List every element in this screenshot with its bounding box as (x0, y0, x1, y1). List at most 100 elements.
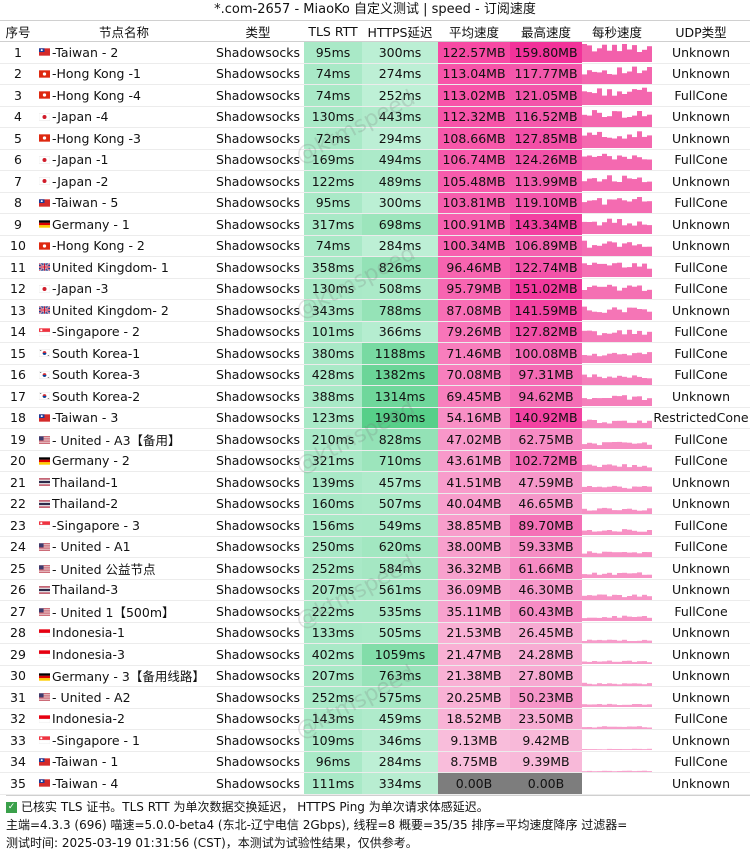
sparkline-bar (597, 423, 602, 428)
row-index: 33 (0, 730, 36, 752)
max-speed: 46.30MB (510, 579, 582, 601)
tls-rtt: 317ms (304, 214, 362, 236)
per-second-sparkline (582, 364, 652, 386)
sparkline-bar (607, 199, 612, 213)
sparkline-bar (612, 45, 617, 62)
avg-speed: 41.51MB (438, 472, 510, 494)
sparkline-bar (607, 51, 612, 62)
sparkline-bar (602, 531, 607, 535)
udp-type: Unknown (652, 300, 750, 322)
sparkline-bar (627, 285, 632, 299)
sparkline-bar (627, 242, 632, 256)
sparkline-bar (597, 72, 602, 84)
node-name: Germany - 2 (36, 450, 212, 472)
sparkline-bar (607, 398, 612, 406)
sparkline-bar (597, 553, 602, 557)
sparkline-bar (627, 179, 632, 192)
sparkline-bar (612, 640, 617, 643)
jp-flag-icon (39, 174, 52, 189)
sparkline-bar (582, 618, 587, 621)
sparkline-bar (622, 771, 627, 772)
sparkline-bar (622, 117, 627, 126)
sparkline-bar (642, 137, 647, 148)
sparkline-bar (637, 244, 642, 256)
header-index: 序号 (0, 21, 36, 42)
avg-speed: 105.48MB (438, 171, 510, 193)
sparkline-bar (627, 267, 632, 277)
row-index: 35 (0, 773, 36, 795)
sparkline-bar (642, 159, 647, 170)
node-name-label: -Japan -3 (52, 281, 109, 296)
node-name: South Korea-2 (36, 386, 212, 408)
udp-type: FullCone (652, 751, 750, 773)
sparkline-bar (647, 552, 652, 557)
sparkline-bar (602, 137, 607, 148)
node-name-label: Germany - 2 (52, 453, 130, 468)
sparkline-bar (627, 377, 632, 384)
avg-speed: 71.46MB (438, 343, 510, 365)
node-name: -Taiwan - 2 (36, 42, 212, 64)
row-index: 21 (0, 472, 36, 494)
sparkline-bar (607, 661, 612, 664)
sparkline-bar (587, 575, 592, 579)
sparkline-bar (617, 705, 622, 707)
max-speed: 106.89MB (510, 235, 582, 257)
sparkline-bar (637, 285, 642, 299)
sparkline-bar (642, 50, 647, 62)
max-speed: 61.66MB (510, 558, 582, 580)
https-latency: 575ms (362, 687, 438, 709)
udp-type: FullCone (652, 536, 750, 558)
row-index: 11 (0, 257, 36, 279)
node-name: -Japan -3 (36, 278, 212, 300)
node-name: -Taiwan - 5 (36, 192, 212, 214)
sparkline-bar (632, 286, 637, 298)
row-index: 29 (0, 644, 36, 666)
sparkline-bar (597, 287, 602, 299)
sparkline-bar (632, 573, 637, 578)
node-name-label: -Hong Kong -4 (52, 88, 141, 103)
sparkline-bar (602, 243, 607, 255)
sparkline-bar (602, 222, 607, 234)
sparkline-bar (617, 396, 622, 406)
sparkline-bar (607, 487, 612, 492)
avg-speed: 20.25MB (438, 687, 510, 709)
sparkline-bar (597, 662, 602, 664)
node-type: Shadowsocks (212, 751, 304, 773)
max-speed: 97.31MB (510, 364, 582, 386)
sparkline-bar (637, 661, 642, 664)
sparkline-bar (637, 222, 642, 235)
sparkline-bar (597, 335, 602, 342)
https-latency: 826ms (362, 257, 438, 279)
sparkline-bar (632, 66, 637, 83)
sparkline-bar (607, 74, 612, 84)
sparkline-bar (587, 684, 592, 686)
sparkline-bar (637, 132, 642, 149)
udp-type: FullCone (652, 321, 750, 343)
node-type: Shadowsocks (212, 300, 304, 322)
sparkline-bar (602, 488, 607, 493)
sparkline-bar (617, 727, 622, 729)
sparkline-bar (627, 489, 632, 492)
tw-flag-icon (39, 754, 52, 769)
sparkline-bar (632, 45, 637, 62)
sparkline-bar (642, 423, 647, 428)
sparkline-bar (602, 508, 607, 514)
sparkline-bar (632, 617, 637, 621)
node-name-label: -Hong Kong -1 (52, 66, 141, 81)
node-type: Shadowsocks (212, 601, 304, 623)
hk-flag-icon (39, 131, 52, 146)
sparkline-bar (587, 662, 592, 664)
per-second-sparkline (582, 708, 652, 730)
node-name-label: Indonesia-1 (52, 625, 125, 640)
sparkline-bar (582, 307, 587, 320)
sparkline-bar (602, 378, 607, 385)
per-second-sparkline (582, 493, 652, 515)
https-latency: 274ms (362, 63, 438, 85)
sparkline-bar (607, 618, 612, 621)
sparkline-bar (642, 247, 647, 256)
